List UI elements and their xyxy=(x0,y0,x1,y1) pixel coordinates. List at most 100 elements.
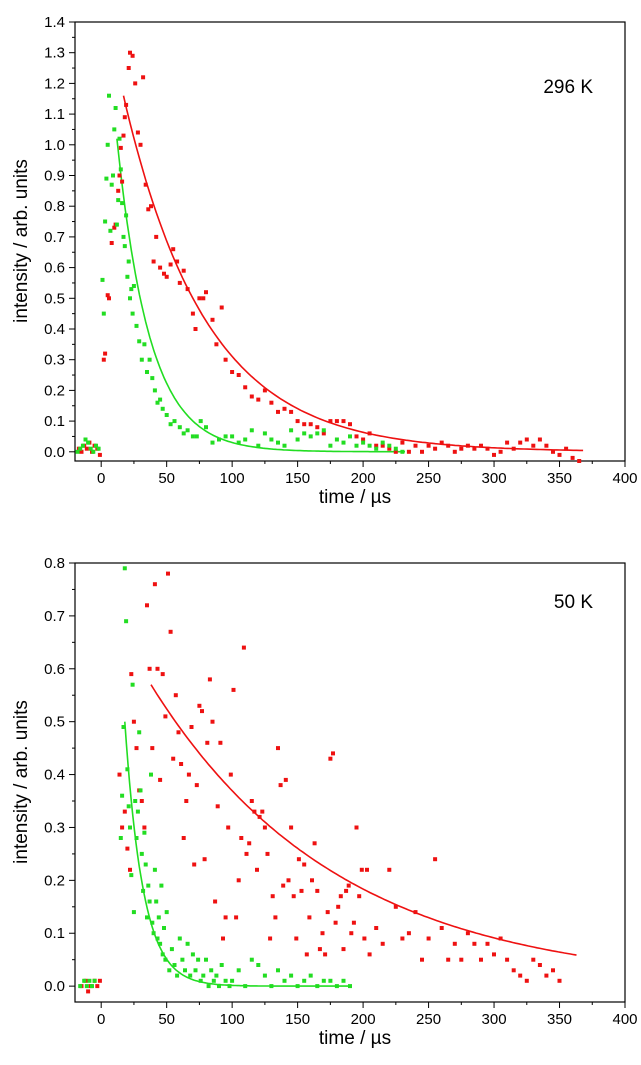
data-point xyxy=(485,941,490,946)
data-point xyxy=(129,287,134,292)
data-point xyxy=(243,984,248,989)
data-point xyxy=(518,973,523,978)
data-point xyxy=(226,825,231,830)
data-point xyxy=(75,449,80,454)
y-tick-label: 0.3 xyxy=(44,352,65,369)
data-point xyxy=(194,434,199,439)
data-point xyxy=(295,419,300,424)
data-point xyxy=(302,978,307,983)
data-point xyxy=(168,262,173,267)
x-tick-label: 250 xyxy=(416,1011,441,1028)
y-tick-label: 0.5 xyxy=(44,290,65,307)
data-point xyxy=(333,920,338,925)
chart-panel-296k: 0 50 100 150 200 250 300 350 400 0.0 0.1 0.2 0.3 0.4 0… xyxy=(11,14,638,508)
data-point xyxy=(304,952,309,957)
data-point xyxy=(325,910,330,915)
data-point xyxy=(137,339,142,344)
data-point xyxy=(154,234,159,239)
data-point xyxy=(122,115,127,120)
data-point xyxy=(209,968,214,973)
data-point xyxy=(262,825,267,830)
data-point xyxy=(361,440,366,445)
fit-curve xyxy=(122,95,584,452)
data-point xyxy=(177,425,182,430)
data-point xyxy=(400,440,405,445)
data-point xyxy=(270,894,275,899)
data-point xyxy=(210,440,215,445)
data-point xyxy=(387,446,392,451)
data-point xyxy=(139,799,144,803)
data-point xyxy=(154,899,159,904)
data-point xyxy=(492,452,496,457)
data-point xyxy=(452,449,457,454)
data-point xyxy=(206,984,211,989)
data-point xyxy=(194,783,199,788)
data-point xyxy=(143,862,148,867)
data-point xyxy=(351,920,356,925)
data-point xyxy=(570,455,575,460)
data-point xyxy=(367,952,372,957)
data-point xyxy=(252,809,257,814)
y-tick-label: 0.8 xyxy=(44,555,65,572)
data-point xyxy=(122,809,127,814)
data-point xyxy=(531,957,536,962)
data-point xyxy=(190,311,195,316)
data-point xyxy=(346,883,351,888)
data-point xyxy=(256,443,261,448)
data-point xyxy=(196,957,201,962)
data-point xyxy=(147,666,152,671)
data-point xyxy=(321,978,326,983)
data-point xyxy=(101,357,106,362)
data-point xyxy=(91,449,96,454)
data-point xyxy=(167,968,172,973)
data-point xyxy=(168,629,173,634)
data-point xyxy=(400,936,405,941)
data-point xyxy=(185,941,190,946)
data-point xyxy=(86,440,91,445)
data-point xyxy=(426,936,431,941)
data-point xyxy=(282,443,287,448)
y-tick-label: 1.3 xyxy=(44,45,65,62)
data-point xyxy=(137,730,142,735)
data-point xyxy=(479,443,483,448)
data-point xyxy=(133,799,138,803)
y-axis-title: intensity / arb. units xyxy=(11,159,32,323)
data-point xyxy=(147,899,152,904)
data-point xyxy=(158,941,163,946)
x-tick-label: 300 xyxy=(482,470,507,487)
data-point xyxy=(134,836,139,840)
data-point xyxy=(120,825,125,830)
data-point xyxy=(511,446,516,451)
data-point xyxy=(141,888,146,893)
data-point xyxy=(296,857,301,862)
y-tick-label: 0.7 xyxy=(44,608,65,625)
data-point xyxy=(380,440,385,445)
y-tick-label: 1.1 xyxy=(44,106,65,123)
x-tick-label: 150 xyxy=(285,1011,310,1028)
x-tick-label: 250 xyxy=(416,470,441,487)
data-point xyxy=(120,201,125,206)
data-point xyxy=(564,446,569,451)
data-point xyxy=(142,830,147,835)
data-point xyxy=(230,434,235,439)
x-tick-label: 150 xyxy=(285,470,310,487)
data-point xyxy=(152,582,157,587)
data-point xyxy=(180,957,185,962)
y-tick-label: 0.1 xyxy=(44,925,65,942)
plot-area-frame xyxy=(74,562,626,1003)
data-point xyxy=(465,931,470,936)
data-point xyxy=(125,767,130,772)
data-point xyxy=(328,978,333,983)
data-point xyxy=(171,756,176,761)
y-tick-label: 1.4 xyxy=(44,14,65,31)
data-point xyxy=(348,422,352,427)
data-point xyxy=(439,926,444,930)
data-point xyxy=(349,931,354,936)
data-point xyxy=(433,446,438,451)
data-point xyxy=(331,751,335,756)
data-point xyxy=(374,926,379,930)
data-point xyxy=(96,446,101,451)
data-point xyxy=(269,437,274,442)
data-point xyxy=(413,443,418,448)
data-point xyxy=(269,400,274,405)
